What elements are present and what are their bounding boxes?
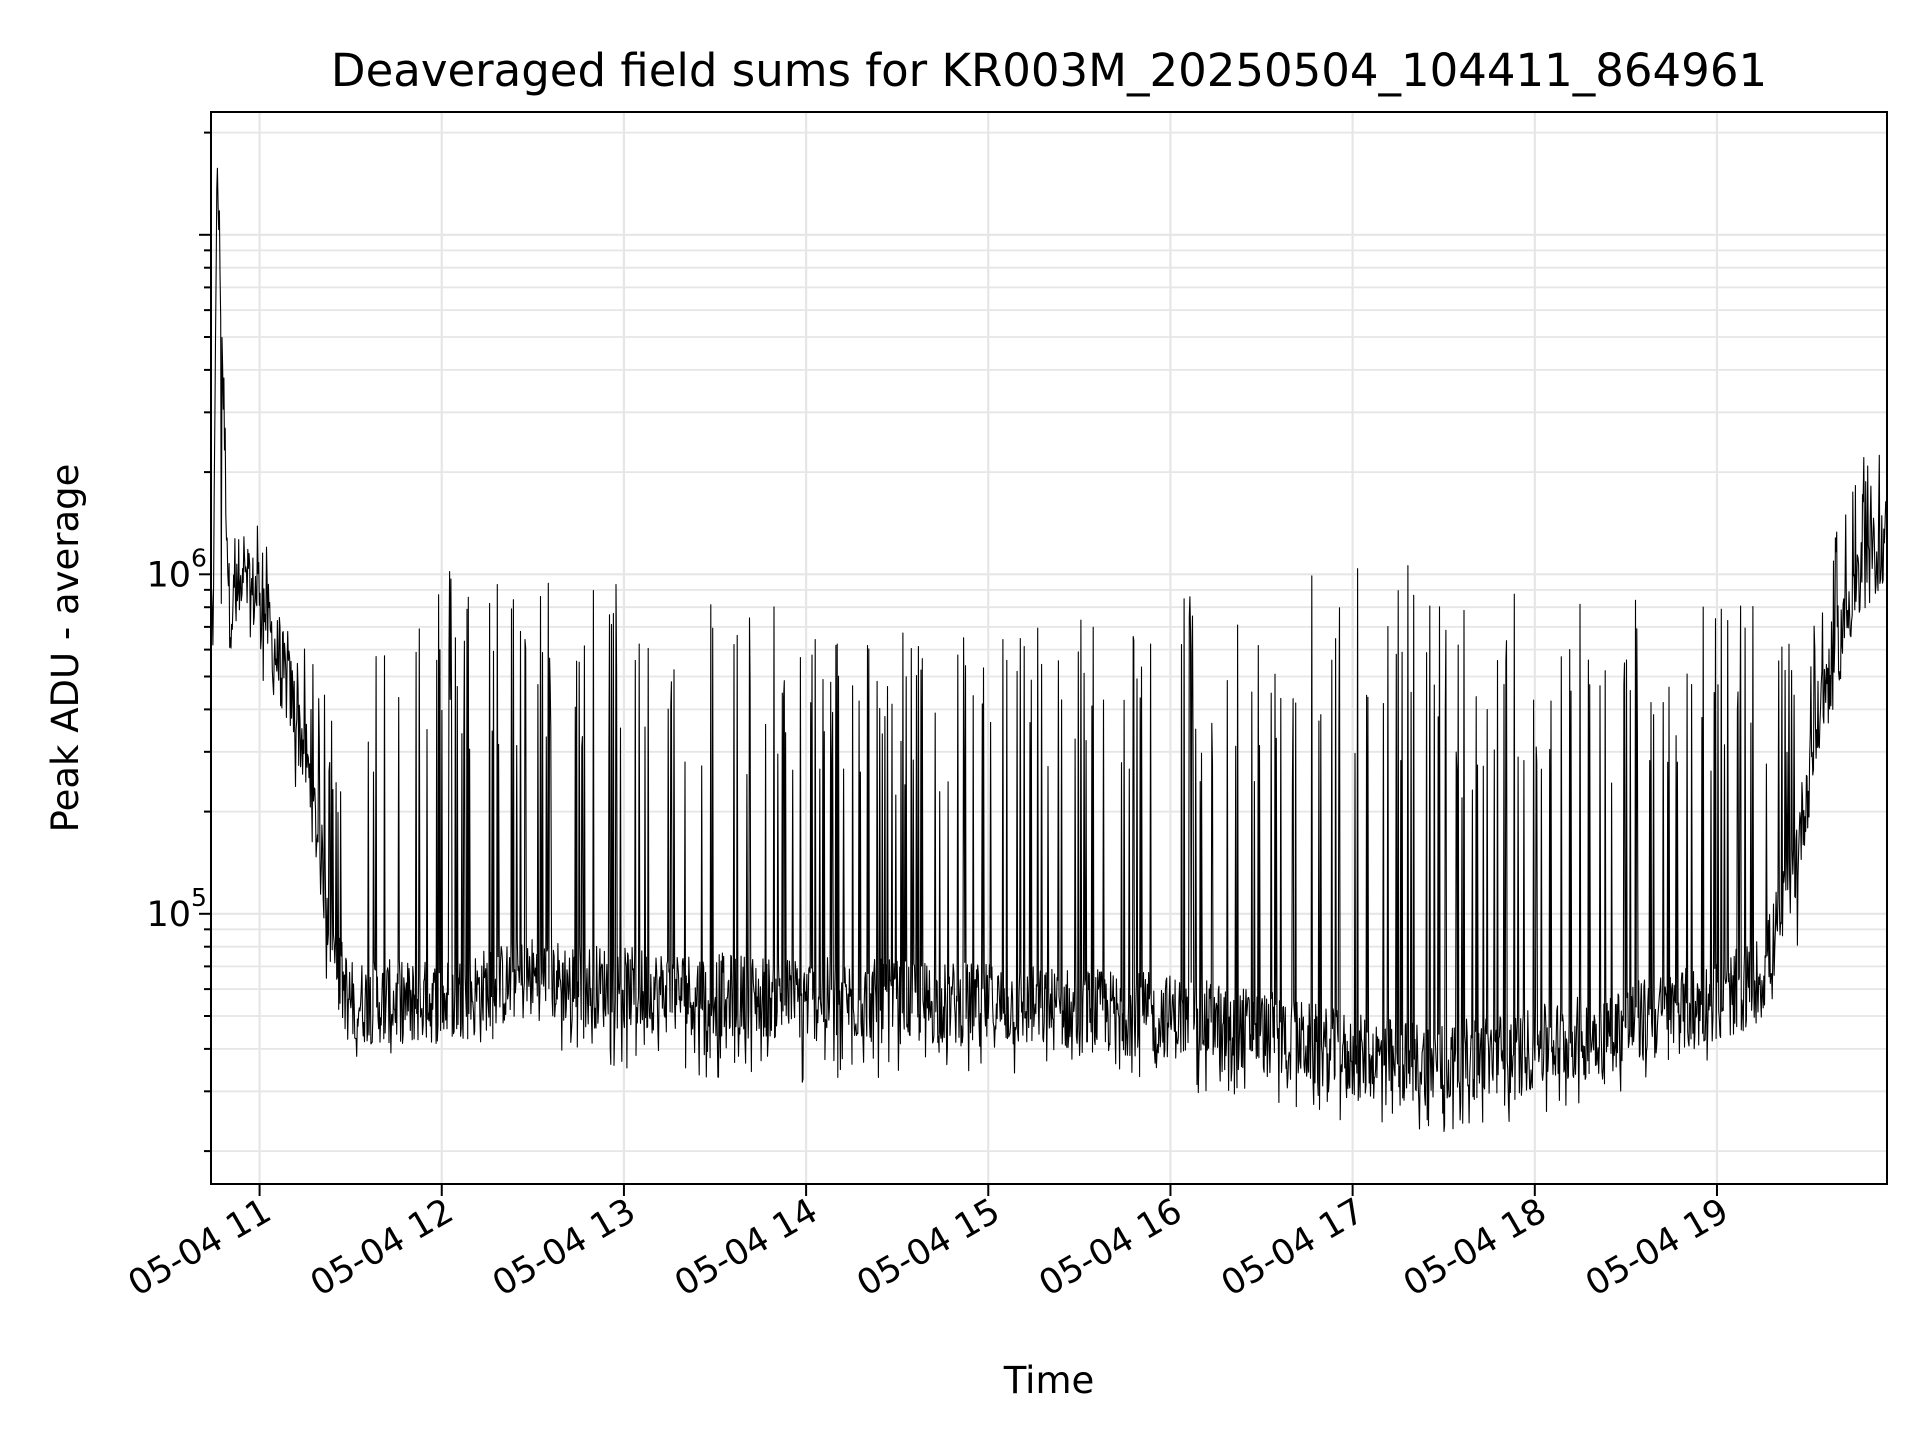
y-tick-label: 10 xyxy=(146,895,191,935)
y-axis-label: Peak ADU - average xyxy=(44,464,87,833)
y-tick-label: 10 xyxy=(146,555,191,595)
y-tick-label-exponent: 5 xyxy=(191,883,207,912)
plot-frame xyxy=(210,111,1888,1185)
chart-title: Deaveraged field sums for KR003M_2025050… xyxy=(331,44,1767,97)
plot-area xyxy=(210,167,1888,1133)
x-axis-label: Time xyxy=(1003,1359,1095,1402)
y-tick-label-exponent: 6 xyxy=(191,543,207,572)
data-series-line xyxy=(210,167,1888,1133)
